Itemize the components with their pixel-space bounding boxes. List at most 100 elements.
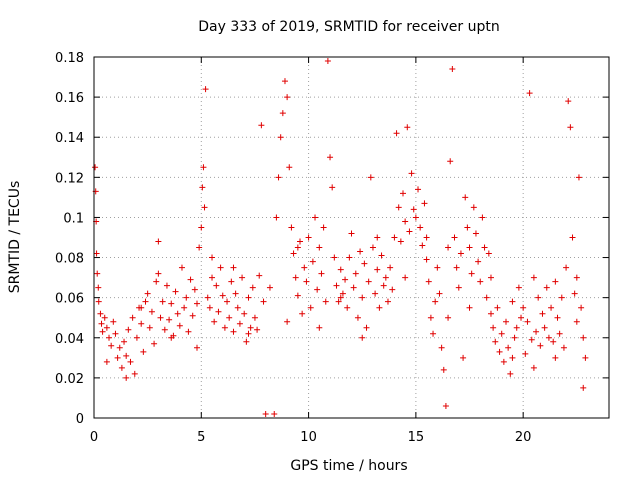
y-tick-label: 0.08: [55, 252, 84, 267]
x-tick-label: 0: [90, 430, 98, 445]
y-tick-label: 0.14: [55, 131, 84, 146]
data-point: [161, 326, 168, 333]
data-point: [103, 358, 110, 365]
data-point: [402, 218, 409, 225]
data-point: [103, 324, 110, 331]
data-point: [273, 214, 280, 221]
data-point: [185, 328, 192, 335]
data-point: [288, 224, 295, 231]
data-point: [490, 324, 497, 331]
data-point: [297, 238, 303, 245]
data-point: [573, 274, 580, 281]
data-point: [492, 338, 499, 345]
data-point: [354, 314, 361, 321]
data-point: [580, 334, 587, 341]
data-point: [462, 194, 469, 201]
data-point: [303, 278, 310, 285]
data-point: [417, 224, 424, 231]
data-point: [359, 294, 366, 301]
data-point: [331, 254, 338, 261]
data-point: [256, 272, 263, 279]
data-point: [247, 324, 254, 331]
data-point: [277, 134, 284, 141]
data-point: [397, 238, 404, 245]
data-point: [221, 324, 228, 331]
data-point: [346, 254, 353, 261]
data-point: [97, 310, 104, 317]
data-point: [382, 274, 389, 281]
data-point: [518, 314, 525, 321]
data-point: [155, 238, 162, 245]
data-point: [412, 214, 419, 221]
data-point: [376, 304, 383, 311]
data-point: [470, 204, 477, 211]
data-point: [318, 270, 325, 277]
y-tick-label: 0.1: [63, 211, 84, 226]
data-point: [369, 244, 376, 251]
data-point: [494, 304, 501, 311]
data-point: [477, 278, 484, 285]
data-point: [500, 358, 507, 365]
data-point: [230, 328, 237, 335]
data-point: [236, 320, 243, 327]
data-point: [543, 284, 550, 291]
data-point: [505, 344, 512, 351]
data-point: [359, 334, 366, 341]
data-point: [245, 330, 252, 337]
data-point: [515, 284, 522, 291]
data-point: [183, 294, 190, 301]
data-point: [479, 214, 486, 221]
data-point: [464, 224, 471, 231]
data-point: [266, 284, 273, 291]
data-point: [526, 90, 533, 97]
data-point: [312, 214, 319, 221]
data-point: [575, 174, 582, 181]
data-point: [573, 318, 580, 325]
data-point: [260, 298, 267, 305]
data-point: [503, 318, 509, 325]
data-point: [511, 334, 518, 341]
data-point: [258, 122, 265, 129]
data-point: [580, 384, 587, 391]
data-point: [138, 320, 145, 327]
data-point: [509, 354, 516, 361]
data-point: [249, 284, 256, 291]
data-point: [582, 354, 589, 361]
data-point: [445, 314, 452, 321]
data-point: [552, 278, 559, 285]
data-point: [406, 228, 413, 235]
data-point: [151, 340, 158, 347]
data-point: [199, 184, 206, 191]
data-point: [294, 244, 301, 251]
data-point: [320, 224, 327, 231]
data-point: [327, 154, 334, 161]
data-point: [483, 294, 490, 301]
data-point: [455, 284, 462, 291]
data-point: [284, 318, 291, 325]
y-tick-label: 0.16: [55, 91, 84, 106]
gridlines: [94, 57, 609, 418]
data-point: [457, 250, 464, 257]
data-point: [275, 174, 282, 181]
data-point: [200, 164, 207, 171]
data-point: [181, 304, 188, 311]
data-point: [215, 308, 222, 315]
data-point: [447, 158, 454, 165]
data-point: [230, 264, 237, 271]
y-tick-label: 0.04: [55, 332, 84, 347]
data-point: [427, 314, 434, 321]
data-point: [530, 274, 537, 281]
data-point: [438, 344, 445, 351]
data-point: [314, 286, 321, 293]
data-point: [245, 294, 252, 301]
data-point: [357, 248, 364, 255]
data-point: [127, 358, 134, 365]
data-point: [352, 270, 359, 277]
data-point: [460, 354, 467, 361]
x-tick-label: 5: [197, 430, 205, 445]
data-point: [219, 292, 226, 299]
data-point: [475, 258, 482, 265]
data-point: [434, 264, 441, 271]
y-axis-label: SRMTID / TECUs: [7, 181, 23, 294]
